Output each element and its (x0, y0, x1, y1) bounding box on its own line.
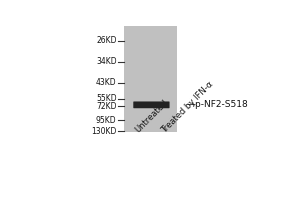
Text: 130KD: 130KD (91, 127, 116, 136)
Bar (124, 26, 177, 132)
Text: 26KD: 26KD (96, 36, 116, 45)
Text: 55KD: 55KD (96, 94, 116, 103)
Text: 34KD: 34KD (96, 57, 116, 66)
Text: Treated by IFN-α: Treated by IFN-α (160, 80, 215, 135)
Text: —p-NF2-S518: —p-NF2-S518 (186, 100, 248, 109)
FancyBboxPatch shape (133, 101, 169, 108)
Text: 43KD: 43KD (96, 78, 116, 87)
Text: 72KD: 72KD (96, 102, 116, 111)
Text: Untreated: Untreated (133, 99, 169, 135)
Text: 95KD: 95KD (96, 116, 116, 125)
